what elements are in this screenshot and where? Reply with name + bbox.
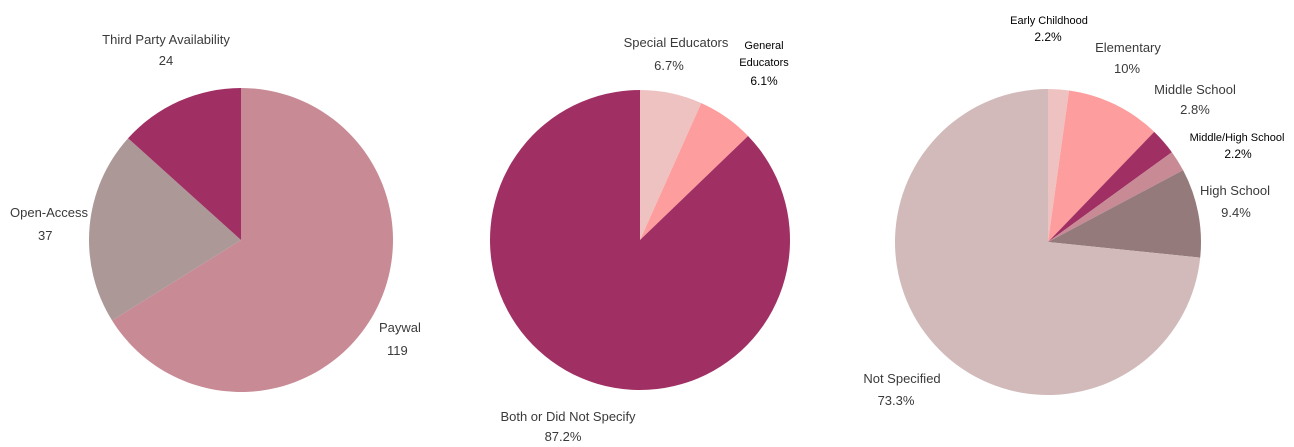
slice-value-paywal: 119 — [387, 343, 408, 358]
slice-value-elementary: 10% — [1114, 61, 1140, 76]
pie-slice-elementary — [1048, 90, 1155, 243]
slice-label-general-educators-line2: Educators — [739, 57, 789, 69]
access-type-pie — [88, 87, 394, 392]
slice-value-not-specified: 73.3% — [878, 393, 915, 408]
slice-label-open-access: Open-Access — [10, 205, 89, 220]
pie-slice-special-educators — [640, 90, 702, 240]
slice-label-middle-school: Middle School — [1154, 82, 1236, 97]
slice-label-elementary: Elementary — [1095, 40, 1161, 55]
slice-label-both-or-did-not-specify: Both or Did Not Specify — [500, 409, 636, 424]
slice-value-general-educators: 6.1% — [750, 74, 778, 88]
pie-slice-general-educators — [640, 103, 749, 240]
pie-slice-not-specified — [894, 89, 1201, 396]
slice-value-special-educators: 6.7% — [654, 58, 684, 73]
slice-label-early-childhood: Early Childhood — [1010, 15, 1088, 27]
slice-value-early-childhood: 2.2% — [1034, 30, 1062, 44]
slice-label-special-educators: Special Educators — [624, 35, 729, 50]
slice-value-third-party-availability: 24 — [159, 53, 173, 68]
grade-level-pie — [894, 89, 1201, 396]
slice-label-paywal: Paywal — [379, 320, 421, 335]
slice-label-high-school: High School — [1200, 183, 1270, 198]
slice-label-not-specified: Not Specified — [863, 371, 940, 386]
pie-slice-early-childhood — [1048, 89, 1070, 242]
slice-label-third-party-availability: Third Party Availability — [102, 32, 230, 47]
slice-label-general-educators-line1: General — [744, 40, 783, 52]
slice-label-middle-high-school: Middle/High School — [1190, 132, 1285, 144]
pie-slice-paywal — [112, 88, 394, 392]
slice-value-open-access: 37 — [38, 228, 52, 243]
pie-slice-middle-high-school — [1048, 152, 1184, 242]
slice-value-middle-school: 2.8% — [1180, 102, 1210, 117]
pie-slice-both-or-did-not-specify — [490, 90, 791, 390]
slice-value-high-school: 9.4% — [1221, 205, 1251, 220]
slice-value-middle-high-school: 2.2% — [1224, 147, 1252, 161]
pie-slice-third-party-availability — [128, 87, 241, 240]
pie-slice-open-access — [88, 138, 241, 321]
pie-slice-middle-school — [1048, 131, 1172, 242]
slice-value-both-or-did-not-specify: 87.2% — [545, 429, 582, 444]
pie-slice-high-school — [1048, 170, 1201, 258]
educator-type-pie — [490, 90, 791, 390]
